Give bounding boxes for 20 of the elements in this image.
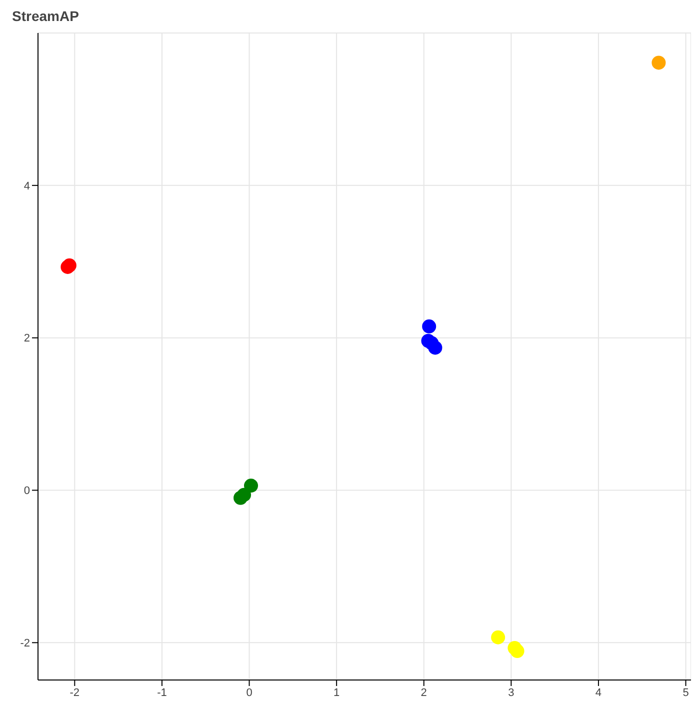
y-tick-label: 2 <box>24 332 30 345</box>
x-tick-label: 3 <box>508 686 514 699</box>
x-tick-label: 2 <box>420 686 427 699</box>
y-tick-label: 4 <box>24 180 30 192</box>
x-tick-label: -1 <box>157 686 167 699</box>
x-tick-label: 0 <box>246 686 252 699</box>
x-tick-label: 4 <box>595 686 602 699</box>
y-tick-label: 0 <box>24 485 30 498</box>
x-tick-label: -2 <box>70 686 80 699</box>
y-tick-label: -2 <box>20 638 30 650</box>
point <box>652 56 666 70</box>
chart-title: StreamAP <box>12 8 80 26</box>
x-tick-label: 1 <box>334 686 340 699</box>
point <box>510 644 524 658</box>
point <box>244 478 258 493</box>
point <box>422 319 436 334</box>
point <box>234 490 248 505</box>
point <box>428 340 442 355</box>
point <box>491 630 506 644</box>
x-tick-label: 5 <box>682 686 689 699</box>
